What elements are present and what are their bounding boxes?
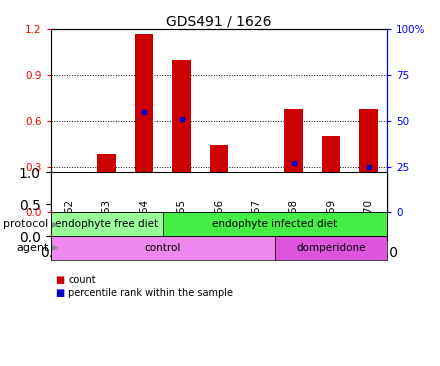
Bar	[322, 136, 341, 212]
Text: GSM8667: GSM8667	[251, 199, 261, 249]
Bar	[60, 209, 79, 212]
Bar	[312, 212, 350, 236]
Text: endophyte free diet: endophyte free diet	[55, 219, 158, 229]
Bar	[238, 212, 275, 236]
Bar	[51, 212, 88, 236]
Text: GSM8669: GSM8669	[326, 199, 336, 249]
Bar	[209, 145, 228, 212]
Bar	[135, 34, 154, 212]
Bar	[163, 212, 387, 236]
Bar	[88, 212, 125, 236]
Bar	[275, 212, 312, 236]
Bar	[247, 179, 266, 212]
Text: agent: agent	[16, 243, 48, 253]
Text: endophyte infected diet: endophyte infected diet	[213, 219, 337, 229]
Bar	[51, 236, 275, 260]
Bar	[163, 212, 200, 236]
Text: ■: ■	[55, 275, 64, 285]
Bar	[172, 60, 191, 212]
Text: ▶: ▶	[51, 220, 58, 229]
Title: GDS491 / 1626: GDS491 / 1626	[166, 14, 271, 28]
Text: control: control	[145, 243, 181, 253]
Bar	[51, 212, 163, 236]
Text: GSM8670: GSM8670	[363, 199, 374, 249]
Bar	[359, 109, 378, 212]
Bar	[284, 109, 303, 212]
Bar	[350, 212, 387, 236]
Text: GSM8664: GSM8664	[139, 199, 149, 249]
Text: domperidone: domperidone	[297, 243, 366, 253]
Bar	[275, 236, 387, 260]
Text: ▶: ▶	[51, 243, 58, 253]
Text: GSM8665: GSM8665	[176, 199, 187, 249]
Text: GSM8662: GSM8662	[64, 199, 74, 249]
Text: protocol: protocol	[3, 219, 48, 229]
Text: ■: ■	[55, 288, 64, 298]
Text: percentile rank within the sample: percentile rank within the sample	[68, 288, 233, 298]
Bar	[125, 212, 163, 236]
Bar	[97, 154, 116, 212]
Text: count: count	[68, 275, 96, 285]
Text: GSM8663: GSM8663	[102, 199, 112, 249]
Text: GSM8668: GSM8668	[289, 199, 299, 249]
Text: GSM8666: GSM8666	[214, 199, 224, 249]
Bar	[200, 212, 238, 236]
